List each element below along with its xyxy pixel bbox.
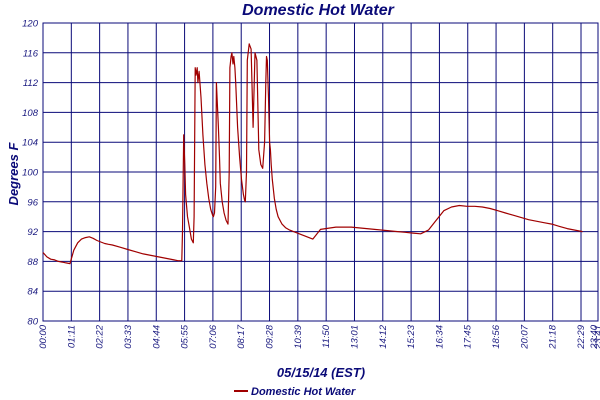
y-tick-label: 120 bbox=[22, 19, 39, 30]
legend: Domestic Hot Water bbox=[234, 386, 356, 398]
x-axis-ticks: 00:00 01:11 02:22 03:33 04:44 05:55 07:06 08:17… bbox=[38, 324, 600, 349]
y-tick-label: 100 bbox=[22, 168, 39, 179]
x-tick-label: 20:07 bbox=[519, 324, 530, 349]
x-tick-label: 11:50 bbox=[321, 324, 332, 348]
x-tick-label: 08:17 bbox=[236, 324, 247, 348]
y-tick-label: 116 bbox=[23, 48, 39, 59]
x-tick-label: 04:44 bbox=[151, 325, 162, 349]
x-tick-label: 02:22 bbox=[95, 324, 106, 348]
legend-label: Domestic Hot Water bbox=[251, 386, 356, 398]
series-group bbox=[42, 43, 583, 265]
y-tick-label: 92 bbox=[27, 227, 38, 238]
x-tick-label: 16:34 bbox=[434, 325, 445, 349]
y-tick-label: 108 bbox=[22, 108, 39, 119]
y-tick-label: 112 bbox=[23, 78, 39, 89]
y-tick-label: 84 bbox=[27, 287, 38, 298]
plot-area bbox=[42, 22, 599, 322]
y-tick-label: 80 bbox=[27, 317, 38, 328]
x-tick-label: 00:00 bbox=[38, 324, 49, 348]
x-tick-label: 13:01 bbox=[349, 325, 360, 349]
x-tick-label: 22:29 bbox=[576, 324, 587, 349]
x-tick-label: 21:18 bbox=[548, 324, 559, 349]
chart-title: Domestic Hot Water bbox=[242, 2, 395, 19]
series-line-domestic-hot-water bbox=[42, 43, 583, 265]
y-tick-label: 96 bbox=[27, 197, 38, 208]
x-tick-label: 14:12 bbox=[378, 324, 389, 348]
x-tick-label: 05:55 bbox=[180, 324, 191, 348]
x-tick-label: 15:23 bbox=[406, 324, 417, 348]
y-tick-label: 88 bbox=[27, 257, 38, 268]
x-tick-label: 10:39 bbox=[293, 324, 304, 348]
x-axis-label: 05/15/14 (EST) bbox=[277, 365, 365, 380]
x-tick-label: 17:45 bbox=[463, 324, 474, 348]
x-tick-label: 18:56 bbox=[491, 324, 502, 348]
x-tick-label: 09:28 bbox=[265, 324, 276, 348]
x-tick-label: 03:33 bbox=[123, 324, 134, 348]
x-tick-label: 01:11 bbox=[66, 325, 77, 348]
grid-lines bbox=[43, 22, 598, 322]
y-axis-ticks: 80 84 88 92 96 100 104 108 112 116 120 bbox=[22, 19, 39, 328]
y-axis-label: Degrees F bbox=[6, 142, 21, 206]
y-tick-label: 104 bbox=[22, 138, 38, 149]
x-tick-label: 23:41 bbox=[593, 325, 600, 350]
x-tick-label: 07:06 bbox=[208, 324, 219, 348]
x-tick-label: 23:40 bbox=[589, 324, 600, 349]
